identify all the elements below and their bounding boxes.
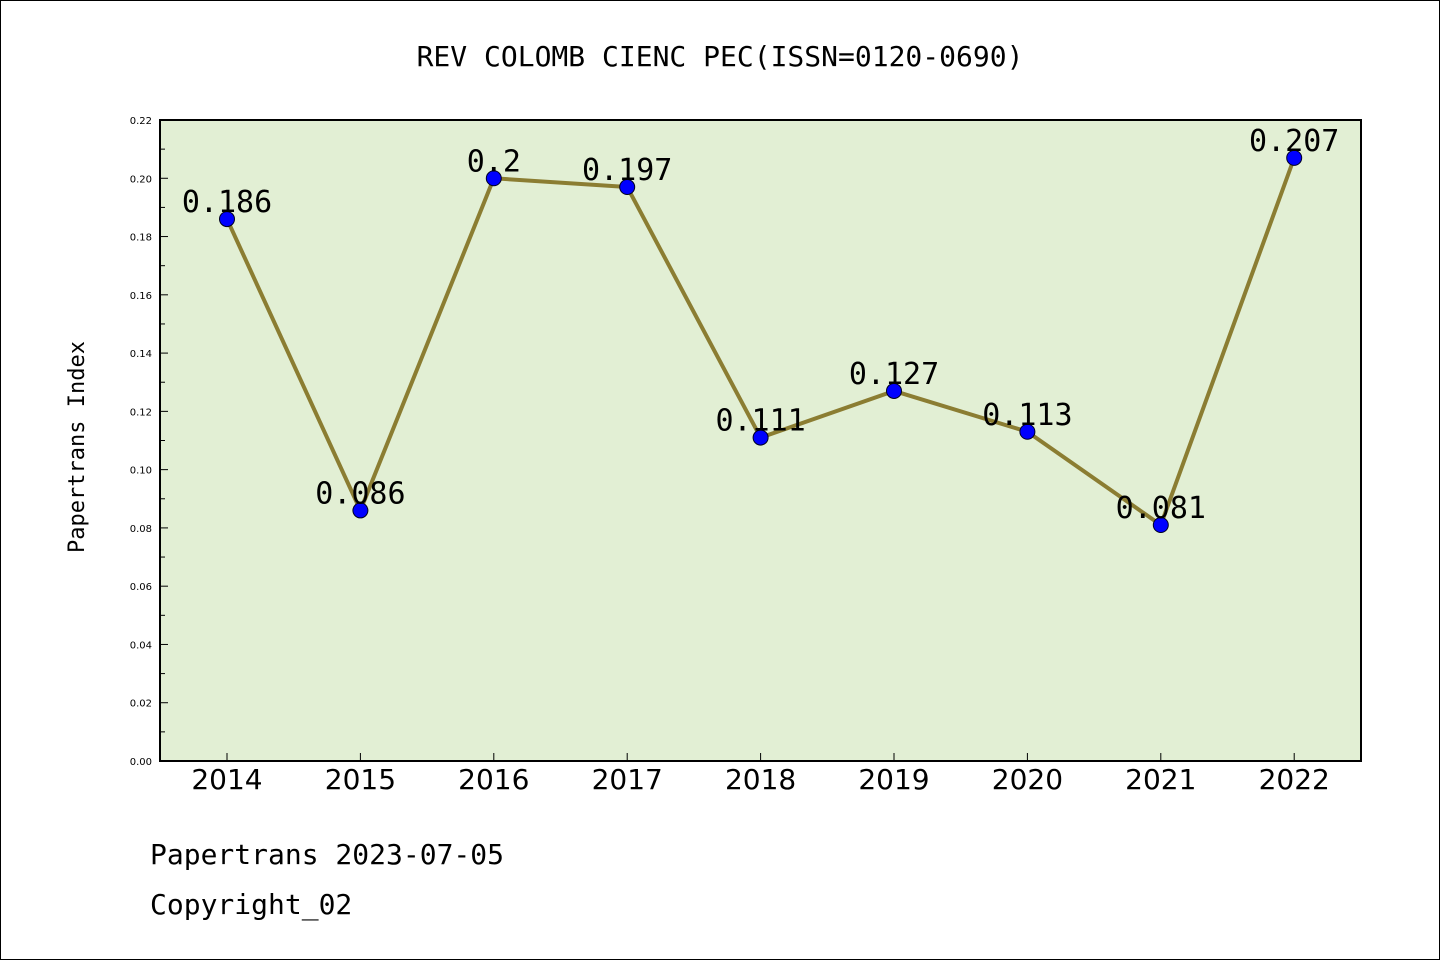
data-label: 0.207: [1249, 124, 1339, 159]
x-tick-label: 2015: [325, 763, 396, 796]
series-segment: [1158, 155, 1297, 527]
x-tick-label: 2017: [592, 763, 663, 796]
chart-title: REV COLOMB CIENC PEC(ISSN=0120-0690): [417, 40, 1024, 73]
y-tick-label: 0.14: [130, 349, 152, 360]
y-tick-label: 0.04: [130, 640, 152, 651]
data-label: 0.2: [467, 144, 521, 179]
y-tick-label: 0.18: [130, 233, 152, 244]
x-tick-label: 2016: [458, 763, 529, 796]
x-tick-label: 2019: [858, 763, 929, 796]
data-point: [1152, 516, 1169, 533]
data-label: 0.081: [1116, 491, 1206, 526]
x-tick-label: 2018: [725, 763, 796, 796]
x-tick-label: 2021: [1125, 763, 1196, 796]
data-labels: 0.186 0.086 0.2 0.197 0.111 0.127 0.113 0.081 0.…: [182, 124, 1340, 526]
series-line-group: [225, 155, 1297, 527]
series-segment: [758, 388, 896, 440]
data-point: [1286, 149, 1303, 166]
x-tick-label: 2014: [191, 763, 262, 796]
y-axis-ticks: 0.00 0.02 0.04 0.06 0.08 0.10 0.12 0.14 0.16 0.18…: [130, 116, 168, 768]
y-tick-label: 0.10: [130, 466, 152, 477]
series-segment: [892, 388, 1030, 434]
data-label: 0.113: [982, 398, 1072, 433]
series-segment: [491, 176, 630, 190]
series-segment: [1025, 429, 1163, 527]
footer-date: Papertrans 2023-07-05: [150, 838, 504, 871]
series-segment: [225, 217, 363, 513]
data-label: 0.127: [849, 357, 939, 392]
data-point: [219, 211, 235, 228]
data-label: 0.197: [582, 153, 672, 188]
y-axis-label: Papertrans Index: [65, 341, 90, 553]
y-tick-label: 0.22: [130, 116, 152, 127]
data-point: [1019, 423, 1036, 440]
x-tick-label: 2020: [992, 763, 1063, 796]
y-tick-label: 0.00: [130, 757, 152, 768]
y-tick-label: 0.08: [130, 524, 152, 535]
footer-copyright: Copyright_02: [150, 888, 352, 922]
y-tick-label: 0.12: [130, 407, 152, 418]
x-axis-ticks: 2014 2015 2016 2017 2018 2019 2020 2021 2022: [191, 753, 1330, 796]
data-label: 0.086: [315, 476, 405, 511]
series-segment: [625, 185, 763, 440]
y-tick-label: 0.06: [130, 582, 152, 593]
data-markers: [219, 149, 1303, 533]
data-point: [619, 179, 636, 196]
data-point: [886, 382, 902, 399]
y-tick-label: 0.20: [130, 174, 152, 185]
data-label: 0.111: [715, 404, 805, 439]
data-label: 0.186: [182, 185, 272, 220]
data-point: [752, 429, 769, 446]
y-tick-label: 0.02: [130, 699, 152, 710]
data-point: [485, 170, 502, 187]
data-point: [352, 502, 369, 519]
x-tick-label: 2022: [1259, 763, 1330, 796]
y-tick-label: 0.16: [130, 291, 152, 302]
series-segment: [358, 176, 496, 513]
